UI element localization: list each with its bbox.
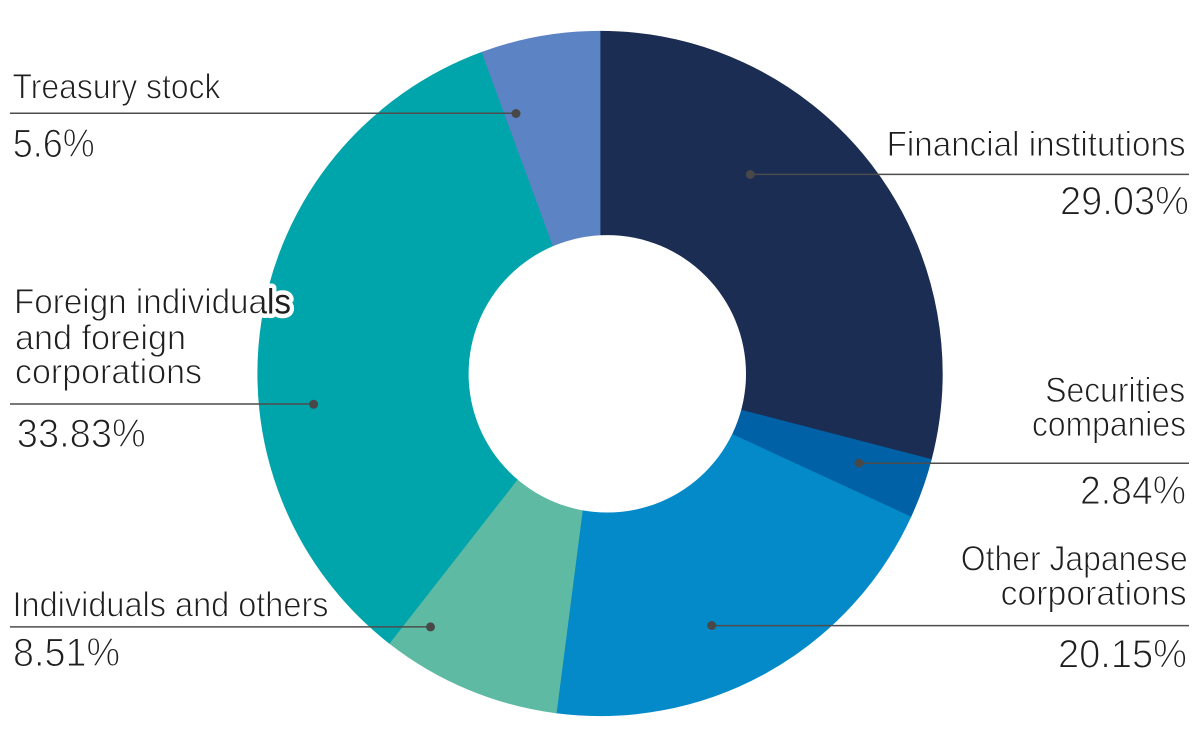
svg-text:Foreign individuals: Foreign individuals [14,282,291,321]
svg-text:companies: companies [1032,405,1186,444]
svg-text:2.84%: 2.84% [1080,469,1186,513]
svg-text:20.15%: 20.15% [1058,632,1187,676]
svg-text:Treasury stock: Treasury stock [13,67,221,106]
svg-text:and foreign: and foreign [15,319,186,358]
svg-text:Securities: Securities [1045,371,1185,410]
svg-text:Other Japanese: Other Japanese [961,539,1188,578]
svg-text:Foreign individuals: Foreign individuals [14,282,291,321]
svg-text:corporations: corporations [1001,574,1187,613]
svg-text:33.83%: 33.83% [17,412,146,456]
svg-text:5.6%: 5.6% [13,122,95,166]
svg-text:Financial institutions: Financial institutions [887,125,1186,164]
svg-text:Individuals and others: Individuals and others [13,586,329,625]
svg-text:corporations: corporations [15,352,202,391]
svg-text:Foreign individuals: Foreign individuals [14,282,291,321]
svg-text:29.03%: 29.03% [1060,180,1189,224]
svg-text:8.51%: 8.51% [13,631,120,675]
